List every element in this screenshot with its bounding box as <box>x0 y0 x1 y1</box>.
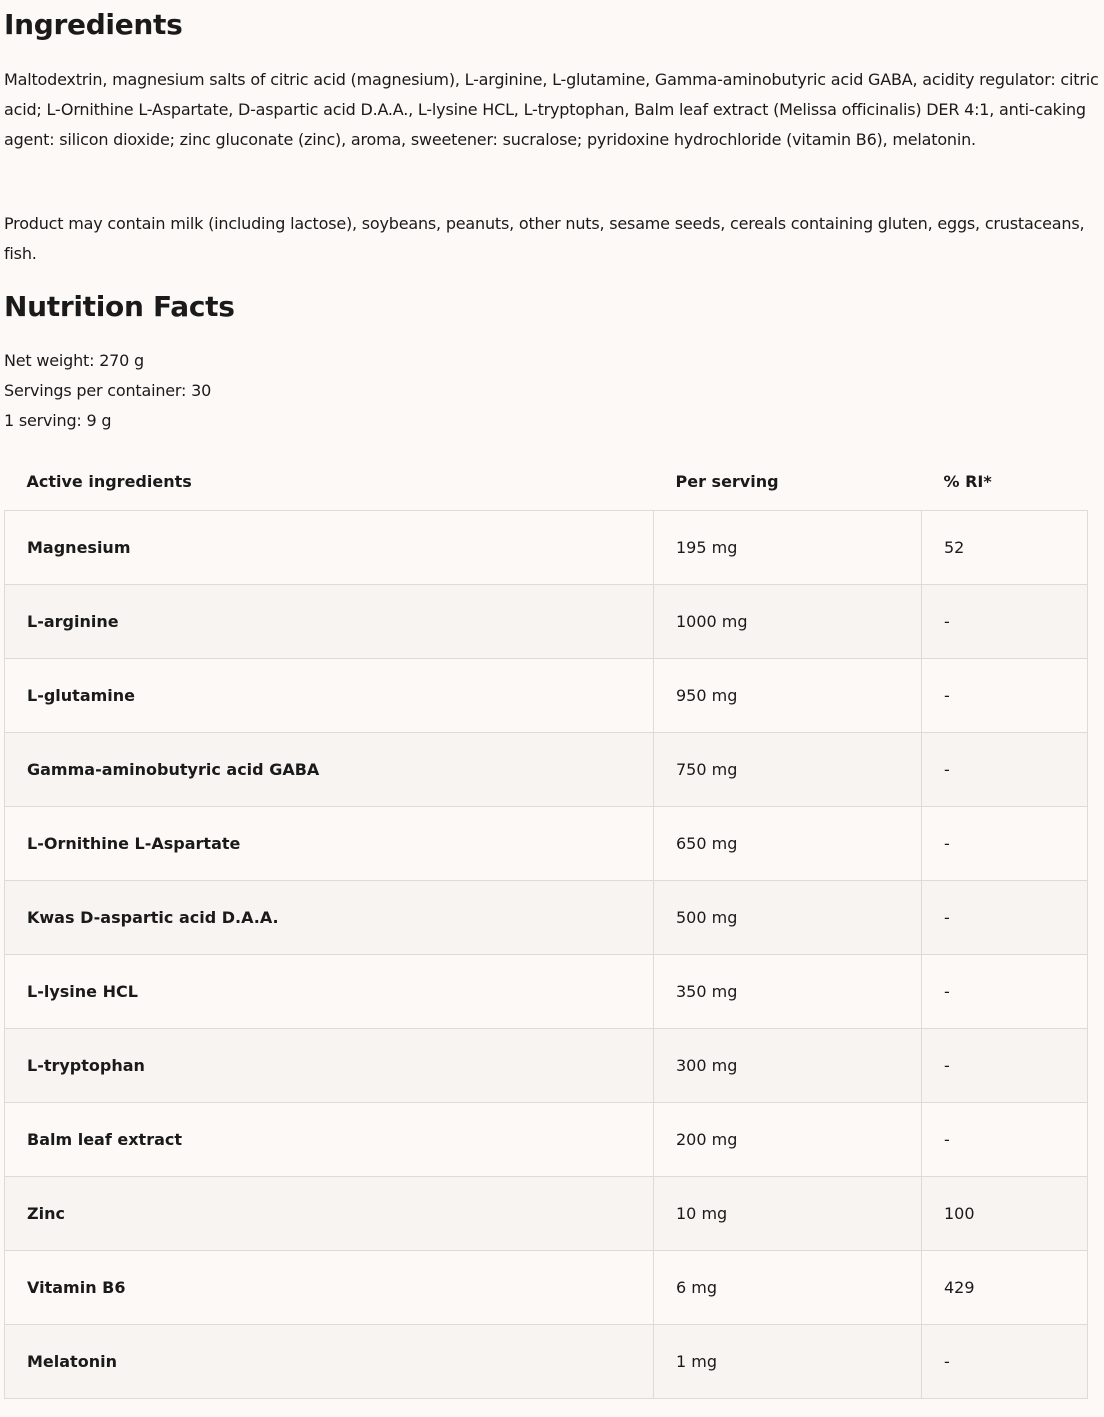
ingredient-name: L-tryptophan <box>4 1028 654 1103</box>
table-row: L-arginine 1000 mg - <box>4 584 1088 659</box>
ri-value: - <box>921 1102 1088 1177</box>
per-serving-value: 750 mg <box>653 732 922 807</box>
serving-size: 1 serving: 9 g <box>4 411 112 430</box>
ingredient-name: Kwas D-aspartic acid D.A.A. <box>4 880 654 955</box>
table-row: Kwas D-aspartic acid D.A.A. 500 mg - <box>4 880 1088 955</box>
table-row: Melatonin 1 mg - <box>4 1324 1088 1399</box>
per-serving-value: 500 mg <box>653 880 922 955</box>
ri-value: 100 <box>921 1176 1088 1251</box>
ri-value: - <box>921 806 1088 881</box>
per-serving-value: 6 mg <box>653 1250 922 1325</box>
ingredient-name: Gamma-aminobutyric acid GABA <box>4 732 654 807</box>
per-serving-value: 650 mg <box>653 806 922 881</box>
ri-value: - <box>921 1324 1088 1399</box>
net-weight: Net weight: 270 g <box>4 351 144 370</box>
header-per-serving: Per serving <box>675 471 779 491</box>
per-serving-value: 195 mg <box>653 510 922 585</box>
table-row: L-Ornithine L-Aspartate 650 mg - <box>4 806 1088 881</box>
nutrition-facts-heading: Nutrition Facts <box>4 290 235 323</box>
per-serving-value: 10 mg <box>653 1176 922 1251</box>
per-serving-value: 300 mg <box>653 1028 922 1103</box>
ingredient-name: Vitamin B6 <box>4 1250 654 1325</box>
table-row: Gamma-aminobutyric acid GABA 750 mg - <box>4 732 1088 807</box>
allergen-text: Product may contain milk (including lact… <box>4 214 1085 263</box>
table-row: Balm leaf extract 200 mg - <box>4 1102 1088 1177</box>
table-row: L-tryptophan 300 mg - <box>4 1028 1088 1103</box>
ingredient-name: L-arginine <box>4 584 654 659</box>
ri-value: - <box>921 1028 1088 1103</box>
ri-value: - <box>921 658 1088 733</box>
ri-value: - <box>921 954 1088 1029</box>
per-serving-value: 350 mg <box>653 954 922 1029</box>
ingredient-name: L-glutamine <box>4 658 654 733</box>
per-serving-value: 200 mg <box>653 1102 922 1177</box>
table-row: L-glutamine 950 mg - <box>4 658 1088 733</box>
table-row: Zinc 10 mg 100 <box>4 1176 1088 1251</box>
per-serving-value: 950 mg <box>653 658 922 733</box>
header-ri: % RI* <box>943 471 992 491</box>
ri-value: - <box>921 584 1088 659</box>
table-row: Vitamin B6 6 mg 429 <box>4 1250 1088 1325</box>
ingredient-name: L-Ornithine L-Aspartate <box>4 806 654 881</box>
ingredients-heading: Ingredients <box>4 8 183 41</box>
ingredient-name: Balm leaf extract <box>4 1102 654 1177</box>
ri-value: - <box>921 880 1088 955</box>
table-row: Magnesium 195 mg 52 <box>4 510 1088 585</box>
ingredient-name: Magnesium <box>4 510 654 585</box>
per-serving-value: 1 mg <box>653 1324 922 1399</box>
ingredient-name: Melatonin <box>4 1324 654 1399</box>
ri-value: 429 <box>921 1250 1088 1325</box>
per-serving-value: 1000 mg <box>653 584 922 659</box>
ri-value: 52 <box>921 510 1088 585</box>
ingredients-text: Maltodextrin, magnesium salts of citric … <box>4 70 1099 149</box>
table-header-row: Active ingredients Per serving % RI* <box>5 452 1088 511</box>
header-active-ingredients: Active ingredients <box>26 471 192 491</box>
ingredient-name: L-lysine HCL <box>4 954 654 1029</box>
ingredient-name: Zinc <box>4 1176 654 1251</box>
ri-value: - <box>921 732 1088 807</box>
table-row: L-lysine HCL 350 mg - <box>4 954 1088 1029</box>
servings-per-container: Servings per container: 30 <box>4 381 212 400</box>
nutrition-table: Active ingredients Per serving % RI* Mag… <box>4 452 1088 1399</box>
